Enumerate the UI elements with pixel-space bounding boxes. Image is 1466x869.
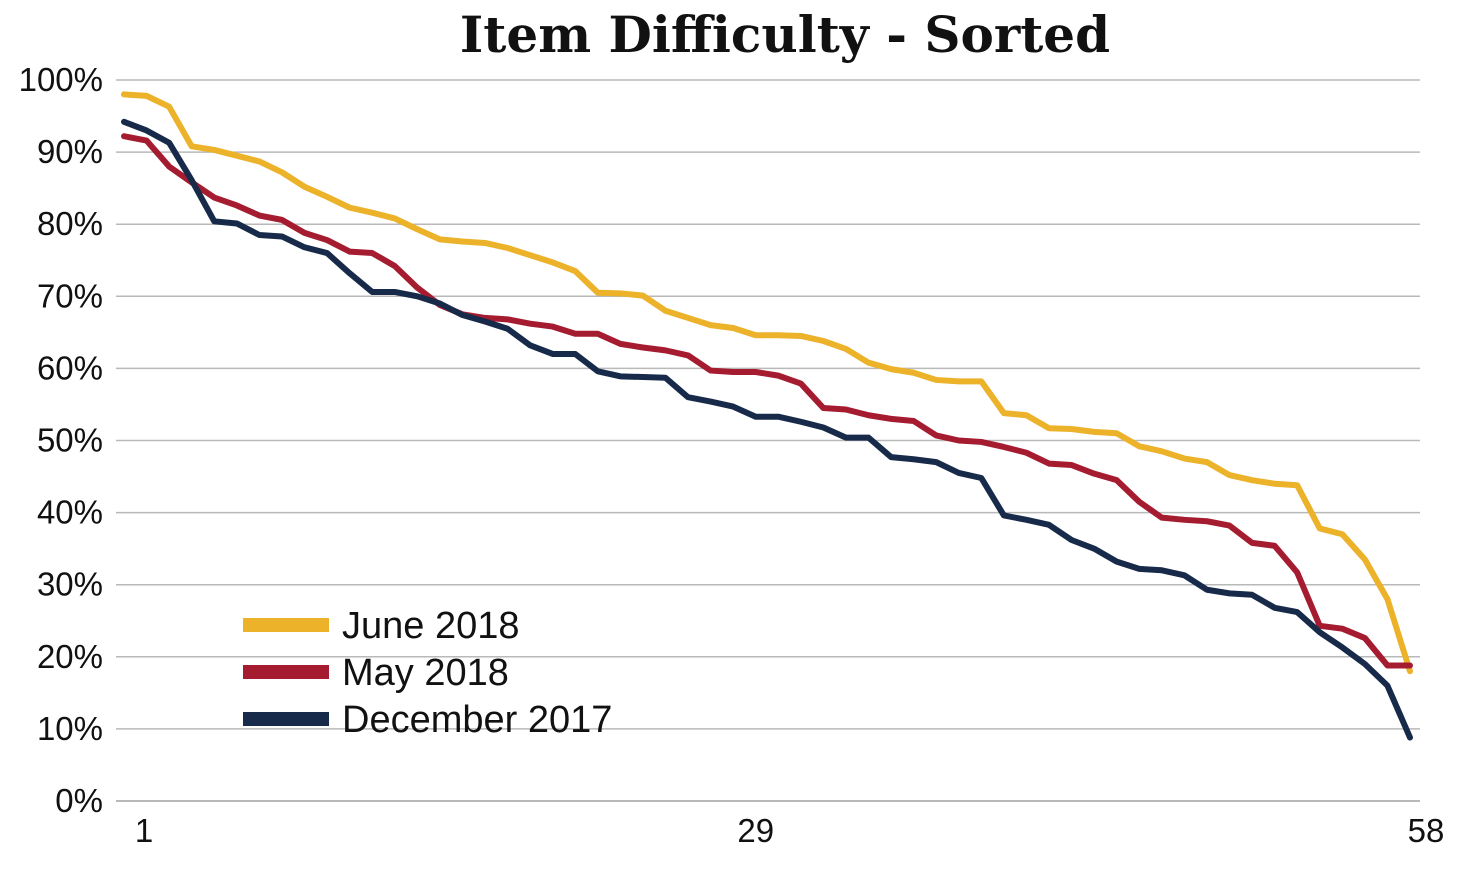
y-tick-label: 10% [37, 710, 103, 747]
legend-label: December 2017 [342, 699, 612, 741]
y-tick-label: 60% [37, 349, 103, 386]
x-tick-label: 29 [737, 812, 774, 849]
x-tick-label: 1 [135, 812, 153, 849]
y-tick-label: 80% [37, 205, 103, 242]
series-1 [124, 136, 1410, 665]
x-axis-tick-labels: 1 29 58 [135, 812, 1445, 849]
y-tick-label: 20% [37, 638, 103, 675]
chart-title: Item Difficulty - Sorted [460, 5, 1110, 64]
y-tick-label: 70% [37, 277, 103, 314]
series-lines [124, 94, 1410, 737]
y-tick-label: 50% [37, 422, 103, 459]
y-tick-label: 30% [37, 566, 103, 603]
y-tick-label: 100% [19, 61, 103, 98]
y-tick-label: 90% [37, 133, 103, 170]
series-line [124, 136, 1410, 665]
legend-label: May 2018 [342, 652, 509, 694]
y-tick-label: 0% [55, 782, 103, 819]
legend-swatch [243, 712, 329, 726]
series-2 [124, 122, 1410, 738]
x-tick-label: 58 [1408, 812, 1445, 849]
legend: June 2018 May 2018 December 2017 [243, 605, 612, 741]
legend-swatch [243, 618, 329, 632]
y-axis-tick-labels: 0% 10% 20% 30% 40% 50% 60% 70% 80% 90% 100% [19, 61, 103, 819]
legend-swatch [243, 665, 329, 679]
series-line [124, 122, 1410, 738]
y-tick-label: 40% [37, 494, 103, 531]
legend-label: June 2018 [342, 605, 520, 647]
